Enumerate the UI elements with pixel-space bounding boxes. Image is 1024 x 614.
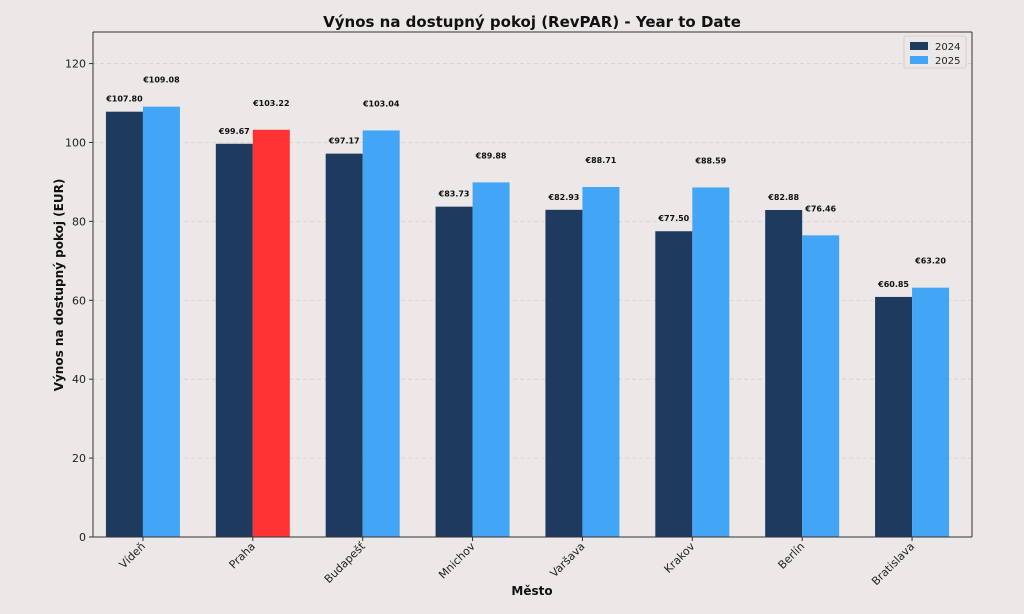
data-label-2024: €82.93 (548, 193, 580, 202)
bar-2025 (142, 106, 180, 537)
bar-2025 (252, 129, 290, 538)
data-label-2025: €76.46 (804, 204, 836, 213)
x-tick-label: Vídeň (117, 540, 148, 571)
x-tick-label: Bratislava (869, 540, 917, 588)
bar-2025 (582, 187, 620, 537)
y-tick-label: 100 (65, 136, 86, 149)
x-tick-label: Budapešť (322, 539, 368, 585)
data-label-2025: €103.04 (362, 99, 400, 108)
x-tick-label: Krakov (662, 540, 698, 576)
y-tick-label: 120 (65, 58, 86, 71)
bar-layer (105, 106, 950, 538)
data-label-2025: €63.20 (914, 257, 946, 266)
data-label-2025: €89.88 (475, 151, 507, 160)
data-label-2024: €77.50 (657, 214, 689, 223)
bar-2025 (472, 182, 510, 537)
y-tick-label: 40 (72, 373, 86, 386)
x-tick-label: Varšava (547, 540, 587, 580)
y-axis-label: Výnos na dostupný pokoj (EUR) (52, 179, 66, 392)
bar-2025 (692, 187, 730, 537)
data-label-2024: €60.85 (877, 280, 909, 289)
legend-entry: 2024 (935, 42, 960, 53)
data-label-2025: €88.59 (694, 156, 726, 165)
bar-2024 (765, 210, 803, 537)
legend-swatch (910, 42, 928, 50)
data-label-2025: €109.08 (142, 76, 180, 85)
data-label-2024: €107.80 (105, 95, 143, 104)
x-tick-label: Mnichov (436, 540, 478, 582)
x-tick-label: Praha (227, 540, 258, 571)
legend: 2024 2025 (903, 35, 967, 69)
y-tick-label: 80 (72, 215, 86, 228)
bar-2024 (545, 209, 583, 537)
bar-2024 (215, 143, 253, 538)
bar-2025 (912, 287, 950, 537)
data-label-layer: €107.80 €109.08 €99.67 €103.22 €97.17 €103.04… (105, 76, 946, 289)
chart-title: Výnos na dostupný pokoj (RevPAR) - Year … (323, 13, 741, 31)
x-axis-label: Město (511, 584, 552, 598)
bar-2024 (875, 296, 913, 537)
legend-swatch (910, 56, 928, 64)
bar-2024 (105, 111, 143, 537)
data-label-2024: €99.67 (218, 127, 250, 136)
y-tick-label: 0 (79, 531, 86, 544)
data-label-2025: €103.22 (252, 99, 289, 108)
bar-2024 (325, 153, 363, 538)
data-label-2024: €82.88 (767, 193, 799, 202)
bar-2024 (655, 231, 693, 537)
bar-2025 (362, 130, 400, 537)
y-tick-label: 20 (72, 452, 86, 465)
y-tick-label: 60 (72, 294, 86, 307)
legend-entry: 2025 (935, 56, 960, 67)
data-label-2024: €83.73 (438, 190, 470, 199)
bar-2025 (802, 235, 840, 537)
data-label-2024: €97.17 (328, 137, 360, 146)
data-label-2025: €88.71 (585, 156, 617, 165)
x-tick-label: Berlín (776, 540, 808, 572)
bar-2024 (435, 206, 473, 537)
